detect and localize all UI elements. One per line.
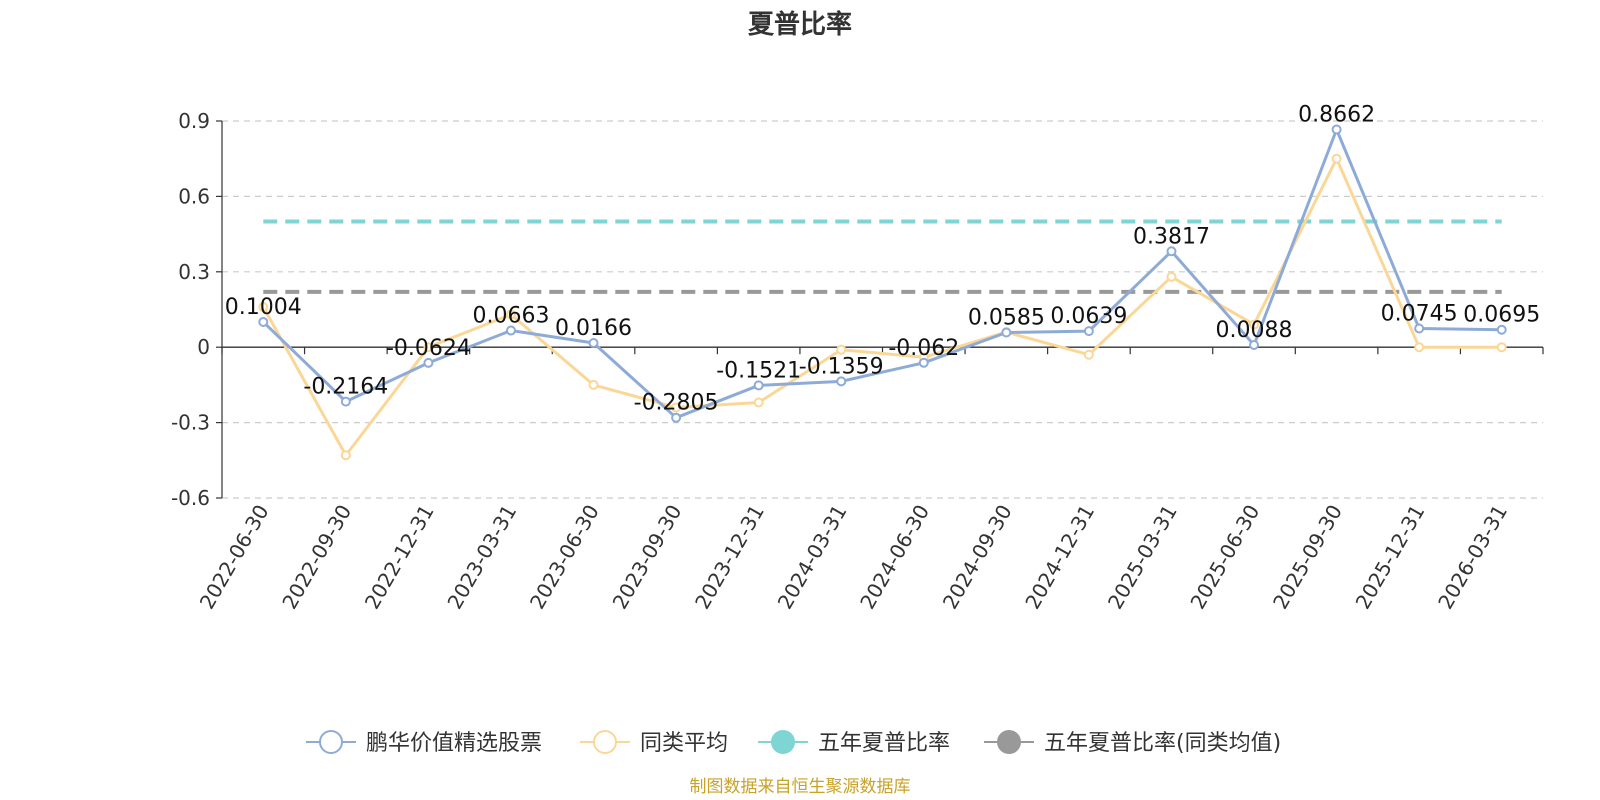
- x-tick-label: 2022-12-31: [360, 501, 439, 614]
- series-0-point[interactable]: [1496, 324, 1507, 335]
- data-label: 0.0088: [1216, 318, 1293, 343]
- series-0-point[interactable]: [1331, 124, 1342, 135]
- legend-label: 五年夏普比率: [818, 731, 950, 756]
- series-1-point[interactable]: [1083, 349, 1094, 360]
- legend-item-3[interactable]: 五年夏普比率(同类均值): [984, 730, 1281, 756]
- reference-lines: [263, 219, 1502, 294]
- data-label: 0.8662: [1298, 102, 1375, 127]
- x-tick-label: 2025-03-31: [1103, 501, 1182, 614]
- y-axis: -0.6 -0.3 0 0.3 0.6 0.9: [171, 109, 223, 510]
- x-tick-label: 2023-03-31: [442, 501, 521, 614]
- series-0-point[interactable]: [1001, 327, 1012, 338]
- series-0-point[interactable]: [505, 325, 516, 336]
- x-tick-label: 2023-06-30: [525, 501, 604, 614]
- series-0-point[interactable]: [1414, 323, 1425, 334]
- legend-marker: [593, 730, 617, 754]
- x-tick-label: 2025-12-31: [1351, 501, 1430, 614]
- x-tick-label: 2024-06-30: [855, 501, 934, 614]
- series-1-point[interactable]: [836, 344, 847, 355]
- chart-title: 夏普比率: [748, 9, 852, 40]
- y-tick-label: 0.9: [178, 109, 210, 133]
- legend-item-1[interactable]: 同类平均: [580, 730, 728, 756]
- series-1-point[interactable]: [1249, 319, 1260, 330]
- series-0-point[interactable]: [258, 316, 269, 327]
- series-line-1: [261, 157, 1502, 457]
- x-tick-label: 2024-12-31: [1020, 501, 1099, 614]
- data-label: 0.0695: [1463, 303, 1540, 328]
- data-label: 0.1004: [225, 295, 302, 320]
- x-tick-label: 2023-12-31: [690, 501, 769, 614]
- series-0-point[interactable]: [588, 338, 599, 349]
- data-label: 0.0639: [1050, 304, 1127, 329]
- series-1-point[interactable]: [588, 379, 599, 390]
- series-0-point[interactable]: [671, 412, 682, 423]
- data-label: -0.2164: [303, 375, 388, 400]
- y-tick-label: 0.6: [178, 184, 210, 208]
- series-1-point[interactable]: [671, 402, 682, 413]
- data-label: -0.1521: [716, 358, 801, 383]
- grid-lines: [222, 120, 1543, 499]
- series-0-point[interactable]: [340, 396, 351, 407]
- series-0-point[interactable]: [918, 357, 929, 368]
- legend-item-0[interactable]: 鹏华价值精选股票: [306, 730, 542, 756]
- series-1-point[interactable]: [505, 309, 516, 320]
- series-0-point[interactable]: [836, 376, 847, 387]
- series-line-0: [262, 127, 1502, 420]
- x-tick-label: 2025-06-30: [1185, 501, 1264, 614]
- series-0-point[interactable]: [1083, 326, 1094, 337]
- series-0-point[interactable]: [753, 380, 764, 391]
- x-tick-label: 2024-09-30: [938, 501, 1017, 614]
- series-0-point[interactable]: [1249, 339, 1260, 350]
- data-label: 0.0745: [1381, 301, 1458, 326]
- x-tick-label: 2023-09-30: [608, 501, 687, 614]
- series-1-point[interactable]: [340, 450, 351, 461]
- series-1-point[interactable]: [258, 301, 269, 312]
- series-0-point[interactable]: [423, 357, 434, 368]
- y-tick-label: 0: [197, 335, 210, 359]
- data-label: -0.062: [888, 336, 959, 361]
- data-label: 0.0585: [968, 305, 1045, 330]
- legend-label: 五年夏普比率(同类均值): [1044, 731, 1281, 756]
- legend-label: 同类平均: [640, 731, 728, 756]
- legend-item-2[interactable]: 五年夏普比率: [758, 730, 950, 756]
- series-1-point[interactable]: [1331, 153, 1342, 164]
- data-label: 0.0663: [472, 304, 549, 329]
- legend: 鹏华价值精选股票 同类平均 五年夏普比率 五年夏普比率(同类均值): [306, 730, 1281, 756]
- x-tick-label: 2026-03-31: [1433, 501, 1512, 614]
- x-tick-label: 2024-03-31: [773, 501, 852, 614]
- x-tick-label: 2025-09-30: [1268, 501, 1347, 614]
- series-1-point[interactable]: [753, 397, 764, 408]
- data-label: -0.0624: [386, 336, 471, 361]
- legend-marker: [771, 730, 795, 754]
- legend-label: 鹏华价值精选股票: [366, 731, 542, 756]
- series-1-point[interactable]: [1166, 271, 1177, 282]
- y-tick-label: -0.3: [171, 411, 210, 435]
- x-tick-label: 2022-09-30: [277, 501, 356, 614]
- series-0-point[interactable]: [1166, 246, 1177, 257]
- data-label: 0.0166: [555, 316, 632, 341]
- series-1-point[interactable]: [423, 342, 434, 353]
- source-note: 制图数据来自恒生聚源数据库: [690, 777, 911, 797]
- data-label: -0.2805: [634, 391, 719, 416]
- legend-marker: [997, 730, 1021, 754]
- data-label: 0.3817: [1133, 224, 1210, 249]
- series-1-point[interactable]: [1414, 342, 1425, 353]
- y-tick-label: 0.3: [178, 260, 210, 284]
- series-layer: [258, 124, 1507, 461]
- series-1-point[interactable]: [1496, 342, 1507, 353]
- x-tick-label: 2022-06-30: [195, 501, 274, 614]
- y-tick-label: -0.6: [171, 486, 210, 510]
- data-label: -0.1359: [799, 354, 884, 379]
- legend-marker: [319, 730, 343, 754]
